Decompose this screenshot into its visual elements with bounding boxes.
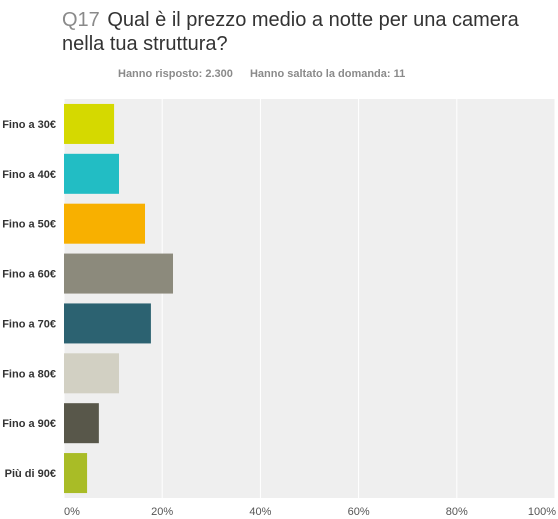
bar xyxy=(64,453,88,494)
question-number: Q17 xyxy=(62,9,100,31)
category-label: Fino a 90€ xyxy=(2,418,56,430)
category-label: Fino a 70€ xyxy=(2,318,56,330)
plot-area xyxy=(64,99,555,498)
x-tick-label: 100% xyxy=(528,506,556,518)
category-label: Fino a 30€ xyxy=(2,119,56,131)
category-label: Fino a 60€ xyxy=(2,269,56,281)
category-label: Più di 90€ xyxy=(5,468,56,480)
skipped-count: Hanno saltato la domanda: 11 xyxy=(249,68,406,80)
bar xyxy=(64,153,119,194)
bar xyxy=(64,403,99,444)
bar xyxy=(64,303,151,344)
x-tick-label: 0% xyxy=(64,506,80,518)
bar xyxy=(64,353,119,394)
category-label: Fino a 80€ xyxy=(2,368,56,380)
x-tick-label: 20% xyxy=(151,506,173,518)
x-tick-label: 80% xyxy=(446,506,468,518)
response-stats: Hanno risposto: 2.300 Hanno saltato la d… xyxy=(118,68,405,80)
bar xyxy=(64,103,115,144)
category-label: Fino a 50€ xyxy=(2,219,56,231)
answered-count: Hanno risposto: 2.300 xyxy=(118,68,233,80)
bar xyxy=(64,253,174,294)
x-tick-label: 40% xyxy=(249,506,271,518)
x-tick-label: 60% xyxy=(348,506,370,518)
bar xyxy=(64,203,146,244)
question-text: Qual è il prezzo medio a notte per una c… xyxy=(62,9,519,55)
category-label: Fino a 40€ xyxy=(2,169,56,181)
question-title: Q17 Qual è il prezzo medio a notte per u… xyxy=(62,8,542,56)
